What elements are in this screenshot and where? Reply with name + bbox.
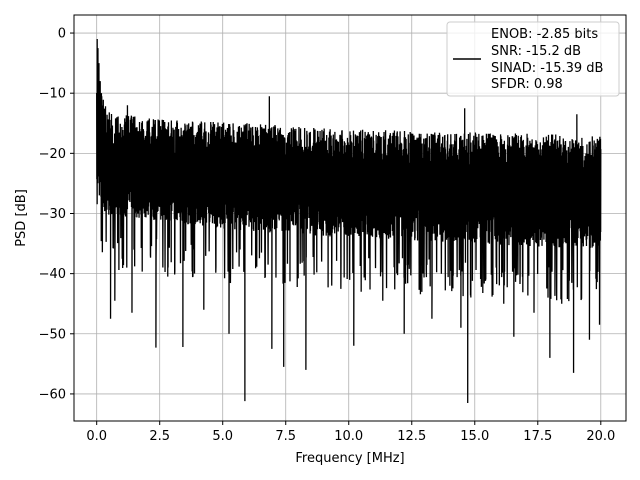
x-tick-label: 12.5 [397, 429, 426, 444]
series-layer [96, 39, 602, 403]
y-axis-label: PSD [dB] [14, 189, 29, 247]
y-tick-label: −10 [39, 87, 66, 102]
legend-enob: ENOB: -2.85 bits [491, 27, 598, 42]
x-tick-label: 2.5 [149, 429, 170, 444]
y-axis-ticks: 0 −10 −20 −30 −40 −50 −60 [39, 27, 74, 402]
legend: ENOB: -2.85 bits SNR: -15.2 dB SINAD: -1… [446, 21, 620, 97]
x-tick-label: 0.0 [86, 429, 107, 444]
x-tick-label: 7.5 [275, 429, 296, 444]
y-tick-label: −40 [39, 267, 66, 282]
psd-series-line [96, 39, 602, 403]
y-tick-label: 0 [58, 27, 66, 42]
legend-snr: SNR: -15.2 dB [491, 44, 581, 59]
axes-frame [73, 14, 627, 422]
y-tick-label: −30 [39, 207, 66, 222]
x-tick-label: 20.0 [586, 429, 615, 444]
x-tick-label: 17.5 [523, 429, 552, 444]
x-axis-ticks: 0.0 2.5 5.0 7.5 10.0 12.5 15.0 17.5 20.0 [86, 421, 615, 444]
x-axis-label: Frequency [MHz] [295, 451, 404, 466]
x-tick-label: 10.0 [334, 429, 363, 444]
legend-sfdr: SFDR: 0.98 [491, 77, 563, 92]
legend-sinad: SINAD: -15.39 dB [491, 61, 603, 76]
x-tick-label: 15.0 [460, 429, 489, 444]
x-tick-label: 5.0 [212, 429, 233, 444]
legend-box [446, 21, 620, 97]
y-tick-label: −50 [39, 327, 66, 342]
y-tick-label: −60 [39, 387, 66, 402]
y-tick-label: −20 [39, 147, 66, 162]
